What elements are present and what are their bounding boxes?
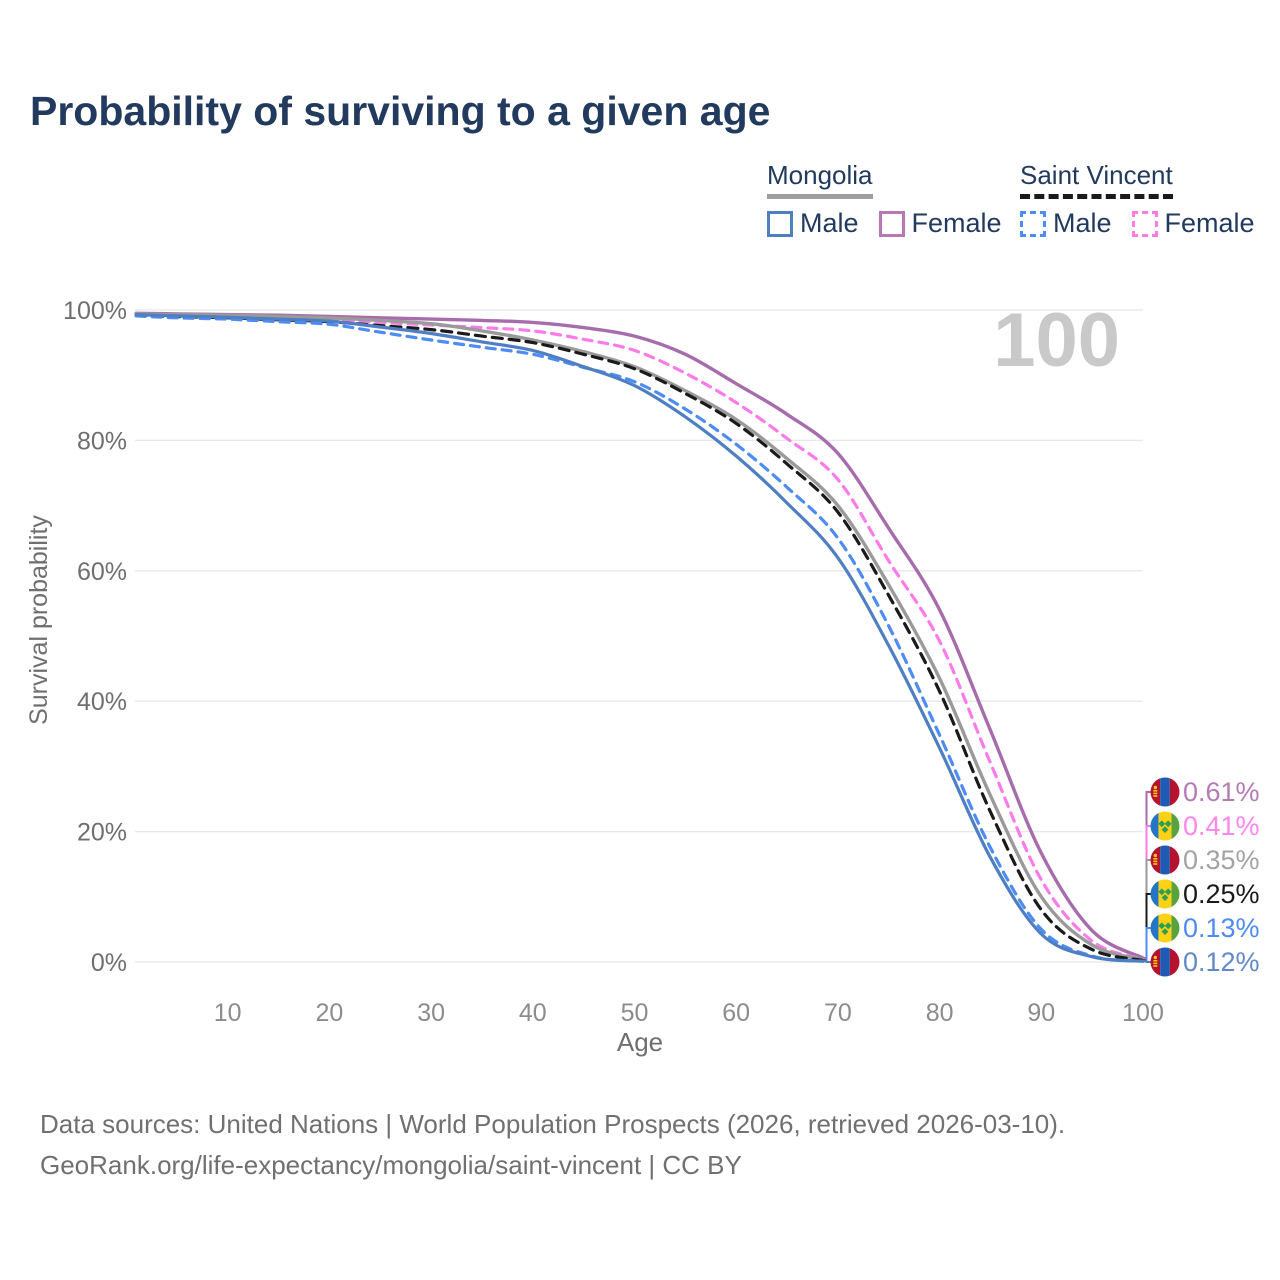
y-tick-label: 80%: [77, 427, 127, 455]
legend-label-saint-vincent-female: Female: [1164, 208, 1255, 238]
legend-swatch-saint-vincent-male[interactable]: [1020, 210, 1046, 237]
end-value-label: 0.25%: [1183, 879, 1260, 909]
flag-icon-mongolia: [1150, 777, 1180, 807]
x-tick-label: 40: [519, 999, 547, 1027]
legend-country-mongolia: Mongolia: [767, 160, 873, 199]
page-title: Probability of surviving to a given age: [30, 88, 771, 134]
legend-group-mongolia: Mongolia Male Female: [767, 160, 1002, 239]
y-tick-label: 0%: [91, 949, 127, 977]
x-tick-label: 10: [214, 999, 242, 1027]
legend-label-mongolia-male: Male: [800, 208, 859, 238]
y-tick-label: 60%: [77, 558, 127, 586]
legend-swatch-saint-vincent-female[interactable]: [1131, 210, 1158, 237]
flag-icon-mongolia: [1150, 845, 1180, 875]
end-value-label: 0.61%: [1183, 777, 1260, 807]
series-line-saint-vincent-female: [134, 313, 1145, 961]
end-value-label: 0.12%: [1183, 947, 1260, 977]
y-tick-label: 40%: [77, 688, 127, 716]
legend-label-mongolia-female: Female: [911, 208, 1002, 238]
flag-icon-saint-vincent: [1150, 811, 1180, 841]
leader-line: [1143, 927, 1151, 963]
leader-line: [1143, 960, 1151, 963]
chart-watermark: 100: [993, 298, 1120, 383]
series-line-mongolia-both-sexes: [134, 312, 1145, 962]
legend-item-saint-vincent-female[interactable]: Female: [1131, 208, 1255, 239]
series-line-saint-vincent-male: [134, 314, 1145, 963]
y-axis-title: Survival probability: [25, 515, 53, 725]
flag-icon-saint-vincent: [1150, 879, 1180, 909]
legend-swatch-mongolia-male[interactable]: [767, 210, 793, 237]
legend-group-saint-vincent: Saint Vincent Male Female: [1020, 160, 1255, 239]
x-tick-label: 20: [315, 999, 343, 1027]
legend-item-saint-vincent-male[interactable]: Male: [1020, 208, 1112, 239]
end-value-label: 0.41%: [1183, 811, 1260, 841]
x-tick-label: 30: [417, 999, 445, 1027]
y-tick-label: 20%: [77, 819, 127, 847]
footer-attribution: GeoRank.org/life-expectancy/mongolia/sai…: [40, 1150, 742, 1180]
legend-label-saint-vincent-male: Male: [1053, 208, 1112, 238]
legend-country-saint-vincent: Saint Vincent: [1020, 160, 1173, 199]
end-value-label: 0.35%: [1183, 845, 1260, 875]
x-tick-label: 80: [926, 999, 954, 1027]
legend-item-mongolia-male[interactable]: Male: [767, 208, 859, 239]
x-tick-label: 70: [824, 999, 852, 1027]
x-tick-label: 60: [722, 999, 750, 1027]
x-tick-label: 100: [1122, 999, 1164, 1027]
flag-icon-saint-vincent: [1150, 913, 1180, 943]
y-tick-label: 100%: [63, 297, 127, 325]
legend-item-mongolia-female[interactable]: Female: [878, 208, 1002, 239]
flag-icon-mongolia: [1150, 947, 1180, 977]
x-tick-label: 50: [621, 999, 649, 1027]
series-line-mongolia-male: [134, 313, 1145, 963]
x-axis-title: Age: [617, 1027, 663, 1057]
legend-swatch-mongolia-female[interactable]: [878, 210, 905, 237]
end-value-label: 0.13%: [1183, 913, 1260, 943]
footer: Data sources: United Nations | World Pop…: [40, 1104, 1065, 1186]
footer-data-sources: Data sources: United Nations | World Pop…: [40, 1109, 1066, 1139]
x-tick-label: 90: [1027, 999, 1055, 1027]
